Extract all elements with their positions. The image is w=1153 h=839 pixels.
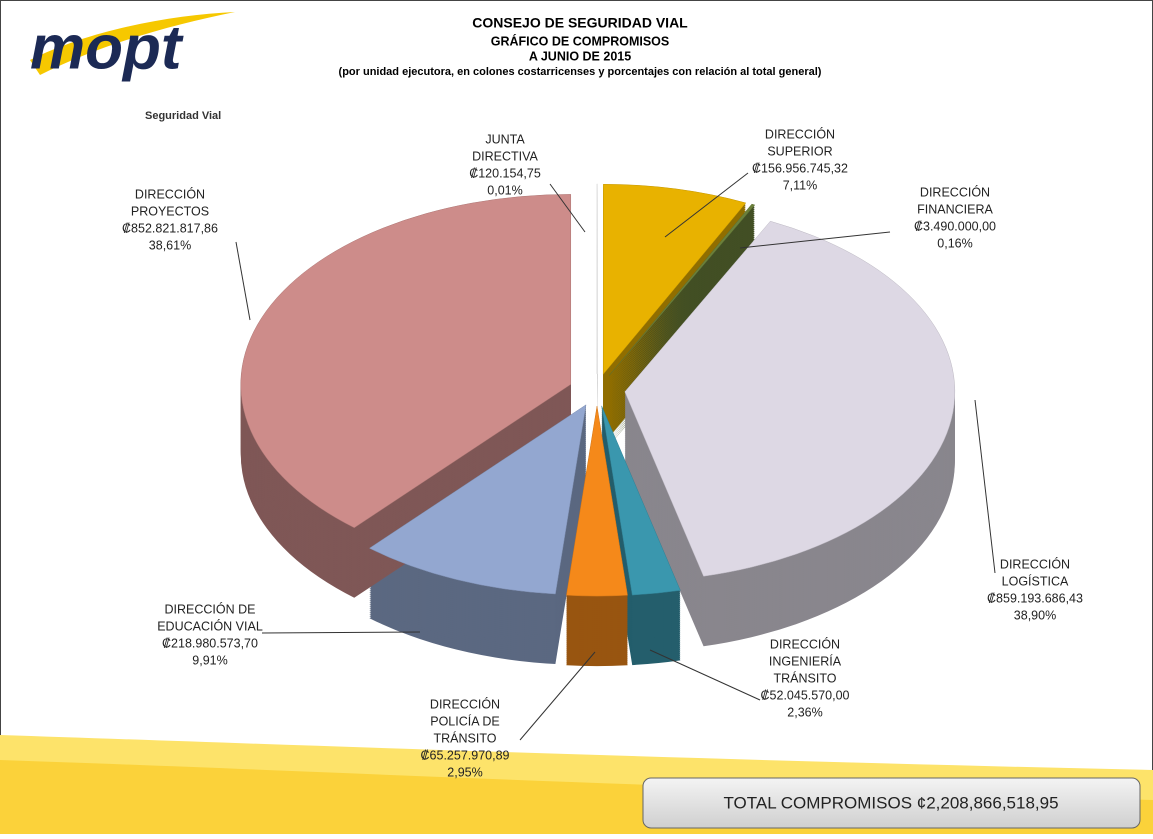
percent-label: 2,36% [787, 705, 822, 719]
chart-title: CONSEJO DE SEGURIDAD VIAL [472, 15, 688, 31]
slice-label: POLICÍA DE [430, 713, 499, 728]
value-label: ₡52.045.570,00 [761, 688, 850, 702]
slice-label: JUNTA [485, 132, 525, 146]
slice-label: FINANCIERA [917, 202, 993, 216]
value-label: ₡65.257.970,89 [421, 748, 510, 762]
percent-label: 7,11% [783, 178, 818, 192]
value-label: ₡859.193.686,43 [987, 591, 1083, 605]
slice-label: LOGÍSTICA [1002, 573, 1069, 588]
value-label: ₡3.490.000,00 [914, 219, 996, 233]
slice-label: DIRECTIVA [472, 149, 538, 163]
slice-label: DIRECCIÓN [770, 636, 840, 651]
slice-label: PROYECTOS [131, 204, 209, 218]
slice-label: DIRECCIÓN [135, 186, 205, 201]
value-label: ₡120.154,75 [469, 166, 541, 180]
chart-subtitle: (por unidad ejecutora, en colones costar… [339, 66, 822, 78]
percent-label: 0,01% [487, 183, 522, 197]
logo: mopt [30, 13, 184, 82]
slice-label: DIRECCIÓN [430, 696, 500, 711]
value-label: ₡852.821.817,86 [122, 221, 218, 235]
slice-label: TRÁNSITO [774, 670, 837, 685]
value-label: ₡218.980.573,70 [162, 636, 258, 650]
slice-label: DIRECCIÓN [1000, 556, 1070, 571]
percent-label: 0,16% [937, 236, 972, 250]
logo-tagline: Seguridad Vial [145, 110, 221, 122]
percent-label: 38,90% [1014, 608, 1056, 622]
slice-label: DIRECCIÓN [765, 126, 835, 141]
slice-label: DIRECCIÓN [920, 184, 990, 199]
chart-subtitle: GRÁFICO DE COMPROMISOS [491, 33, 669, 48]
slice-label: DIRECCIÓN DE [165, 601, 256, 616]
slice-label: TRÁNSITO [434, 730, 497, 745]
total-label: TOTAL COMPROMISOS ¢2,208,866,518,95 [723, 793, 1058, 812]
slice-label: SUPERIOR [767, 144, 832, 158]
chart-subtitle: A JUNIO DE 2015 [529, 49, 631, 63]
percent-label: 9,91% [192, 653, 227, 667]
percent-label: 2,95% [447, 765, 482, 779]
slice-label: INGENIERÍA [769, 653, 842, 668]
value-label: ₡156.956.745,32 [752, 161, 848, 175]
slice-label: EDUCACIÓN VIAL [157, 618, 263, 633]
percent-label: 38,61% [149, 238, 191, 252]
